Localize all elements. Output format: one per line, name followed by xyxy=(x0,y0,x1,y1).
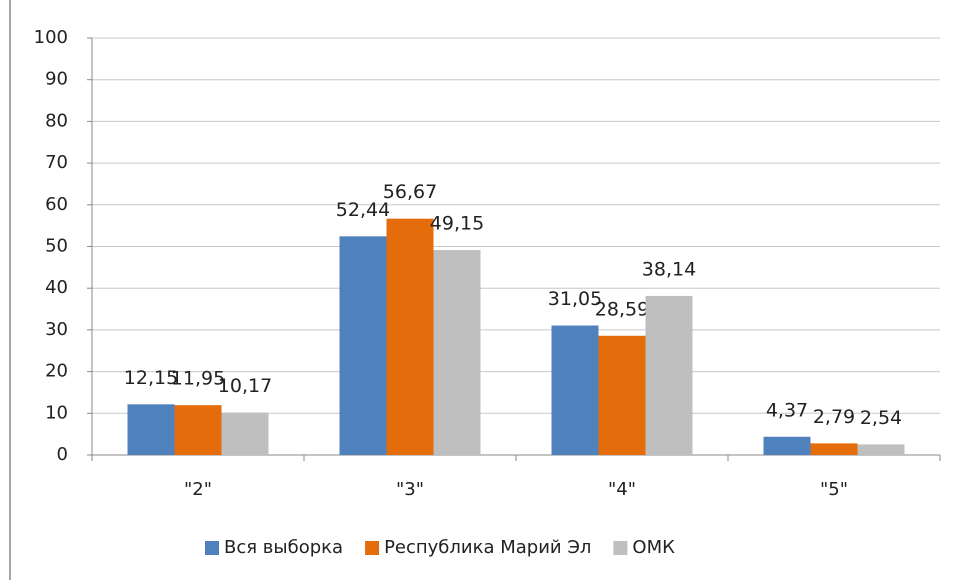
value-label: 11,95 xyxy=(171,368,225,390)
legend-label: Вся выборка xyxy=(224,537,343,558)
y-tick-label: 100 xyxy=(34,27,68,48)
bar xyxy=(174,405,222,455)
y-tick-label: 60 xyxy=(45,194,68,215)
bar xyxy=(598,335,646,455)
bar xyxy=(386,218,434,455)
y-tick-label: 80 xyxy=(45,110,68,131)
value-label: 31,05 xyxy=(548,288,602,310)
y-tick-label: 40 xyxy=(45,277,68,298)
legend-swatch xyxy=(613,541,628,555)
y-tick-label: 30 xyxy=(45,319,68,340)
value-label: 52,44 xyxy=(336,199,390,221)
x-tick-label: "4" xyxy=(608,479,636,500)
value-label: 12,15 xyxy=(124,367,178,389)
value-label: 49,15 xyxy=(430,213,484,235)
legend-swatch xyxy=(365,541,380,555)
bar xyxy=(221,412,269,455)
y-tick-label: 20 xyxy=(45,361,68,382)
legend-swatch xyxy=(205,541,219,555)
legend-label: Республика Марий Эл xyxy=(384,537,591,558)
x-tick-label: "3" xyxy=(396,479,424,500)
bar xyxy=(645,295,693,455)
y-tick-label: 50 xyxy=(45,236,68,257)
y-tick-label: 0 xyxy=(57,444,68,465)
value-label: 10,17 xyxy=(218,375,272,397)
bar xyxy=(551,325,599,455)
bar xyxy=(763,436,811,455)
y-tick-label: 90 xyxy=(45,69,68,90)
value-label: 56,67 xyxy=(383,181,437,203)
x-tick-label: "5" xyxy=(820,479,848,500)
x-tick-label: "2" xyxy=(184,479,212,500)
legend-label: ОМК xyxy=(632,537,675,558)
value-label: 38,14 xyxy=(642,258,696,280)
chart-frame xyxy=(9,0,11,580)
y-tick-label: 10 xyxy=(45,402,68,423)
bar xyxy=(433,250,481,455)
bar xyxy=(857,444,905,455)
bar xyxy=(339,236,387,455)
value-label: 2,79 xyxy=(813,406,855,428)
bar xyxy=(810,443,858,455)
bar xyxy=(127,404,175,455)
value-label: 28,59 xyxy=(595,298,649,320)
value-label: 4,37 xyxy=(766,399,808,421)
value-label: 2,54 xyxy=(860,407,902,429)
y-tick-label: 70 xyxy=(45,152,68,173)
